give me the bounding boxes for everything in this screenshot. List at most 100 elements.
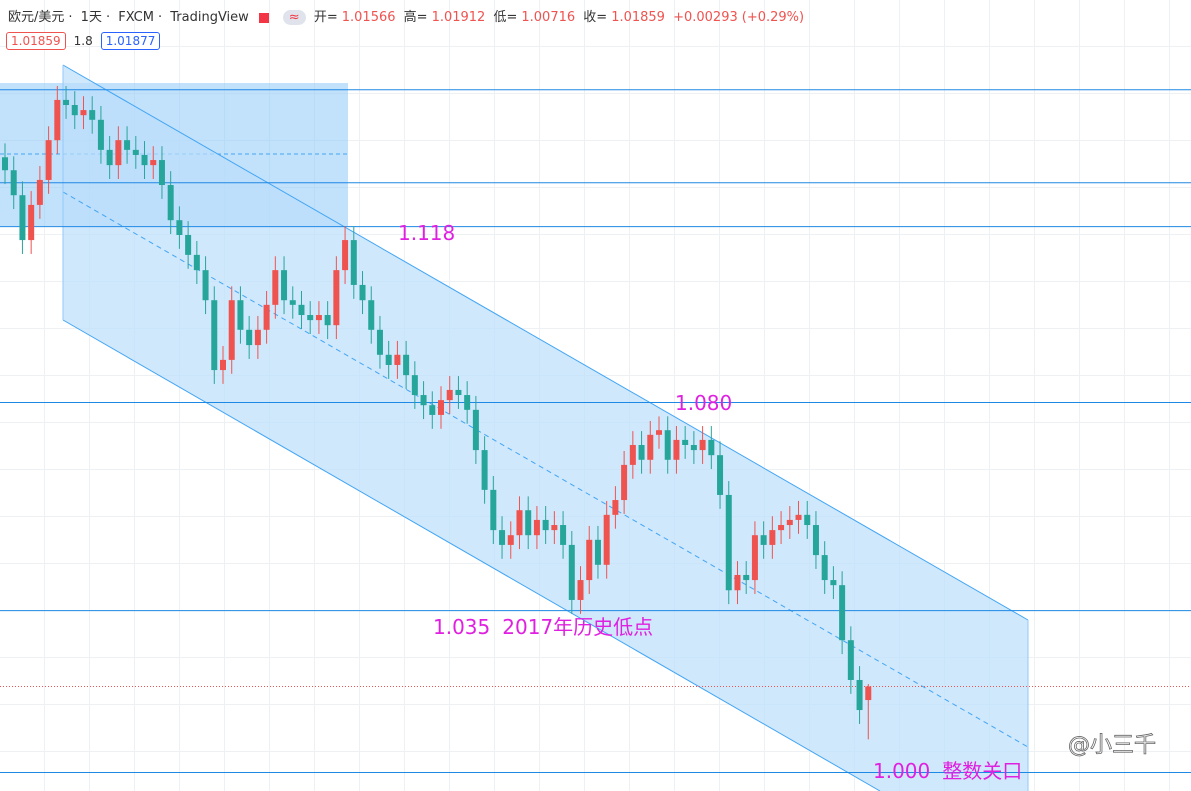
annotation-note: 整数关口 xyxy=(942,759,1022,783)
candle-body xyxy=(115,140,122,166)
candle-body xyxy=(795,514,802,520)
separator: · xyxy=(68,10,73,25)
channel-lower xyxy=(62,319,881,791)
candle-body xyxy=(324,315,331,326)
candle-body xyxy=(647,434,654,460)
candle-body xyxy=(717,455,724,495)
interval: 1天 xyxy=(80,10,102,25)
channel-fill xyxy=(63,65,1028,791)
candle-body xyxy=(830,580,837,586)
candle-body xyxy=(481,450,488,490)
quote-boxes: 1.01859 1.8 1.01877 xyxy=(6,32,161,50)
candle-body xyxy=(690,444,697,451)
candle-body xyxy=(438,400,444,415)
open-label: 开= xyxy=(313,10,338,25)
annotation: 1.000 xyxy=(873,759,930,783)
candle-body xyxy=(682,439,689,445)
candle-body xyxy=(560,525,567,545)
candle-body xyxy=(786,519,793,526)
candle-body xyxy=(499,530,506,545)
candle-body xyxy=(612,500,619,515)
high-value: 1.01912 xyxy=(431,10,486,25)
close-value: 1.01859 xyxy=(611,10,665,25)
candle-body xyxy=(28,204,35,241)
candle-body xyxy=(10,170,17,196)
candle-body xyxy=(45,140,52,180)
candle-body xyxy=(699,439,706,451)
high-label: 高= xyxy=(403,10,428,25)
candle-body xyxy=(542,519,549,531)
candle-body xyxy=(237,300,244,330)
candle-body xyxy=(307,315,314,321)
toggle[interactable]: ≈ xyxy=(282,10,306,25)
candle-body xyxy=(124,140,131,150)
candle-body xyxy=(315,315,322,321)
candle-body xyxy=(220,359,226,371)
candle-body xyxy=(176,220,183,235)
candle-body xyxy=(507,535,514,545)
candle-body xyxy=(429,405,436,415)
candle-body xyxy=(839,585,846,641)
spread: 1.8 xyxy=(73,34,93,48)
candle-body xyxy=(263,304,270,330)
candle-body xyxy=(621,464,628,501)
candle-body xyxy=(420,395,427,406)
candle-body xyxy=(150,160,157,166)
candle-body xyxy=(664,430,671,460)
candle-body xyxy=(106,149,113,166)
separator: · xyxy=(105,10,111,25)
channel-mid xyxy=(62,191,1029,748)
candle-body xyxy=(865,686,872,701)
candle-body xyxy=(80,110,87,116)
candle-body xyxy=(167,185,174,221)
ask[interactable]: 1.01877 xyxy=(100,32,161,50)
candle-body xyxy=(525,510,532,536)
candle-body xyxy=(411,375,418,396)
platform: TradingView xyxy=(170,10,249,25)
candle-body xyxy=(778,525,785,531)
annotation: 1.118 xyxy=(398,221,455,245)
candle-body xyxy=(568,544,575,600)
annotation: 1.035 xyxy=(433,615,490,639)
candle-body xyxy=(594,539,601,565)
candle-body xyxy=(769,530,776,545)
source: FXCM xyxy=(118,10,154,25)
change: +0.00293 xyxy=(673,10,738,25)
candle-body xyxy=(385,354,392,365)
bid[interactable]: 1.01859 xyxy=(6,32,66,50)
candle-body xyxy=(228,300,235,360)
candle-body xyxy=(464,395,471,410)
candle-body xyxy=(193,254,200,271)
candle-body xyxy=(812,525,819,556)
candle-body xyxy=(272,270,279,305)
candle-body xyxy=(71,105,78,116)
candle-body xyxy=(856,679,863,711)
symbol: 欧元/美元 xyxy=(8,10,65,25)
candle-body xyxy=(751,535,758,581)
candle-body xyxy=(63,99,70,106)
candle-body xyxy=(246,329,253,346)
open-value: 1.01566 xyxy=(341,10,396,25)
marks: 1.118 1.080 1.035 2017年历史低点 1.000 整数关口 xyxy=(0,86,1191,783)
candle-body xyxy=(490,489,497,531)
candle-body xyxy=(629,444,636,465)
candle-body xyxy=(743,574,750,581)
candle-body xyxy=(132,149,139,155)
candle-body xyxy=(455,389,462,396)
candle-body xyxy=(19,195,26,241)
status-icon[interactable] xyxy=(258,12,269,23)
annotation-note: 2017年历史低点 xyxy=(502,615,653,639)
separator: · xyxy=(157,10,163,25)
candle-body xyxy=(760,535,767,545)
candle-body xyxy=(708,439,715,456)
candle-body xyxy=(804,514,811,526)
candle-body xyxy=(211,300,218,371)
close-label: 收= xyxy=(583,10,608,25)
annotation: 1.080 xyxy=(675,391,732,415)
candle-body xyxy=(472,409,479,451)
candle-body xyxy=(821,555,828,581)
candle-body xyxy=(342,240,349,271)
candle-body xyxy=(516,510,523,536)
